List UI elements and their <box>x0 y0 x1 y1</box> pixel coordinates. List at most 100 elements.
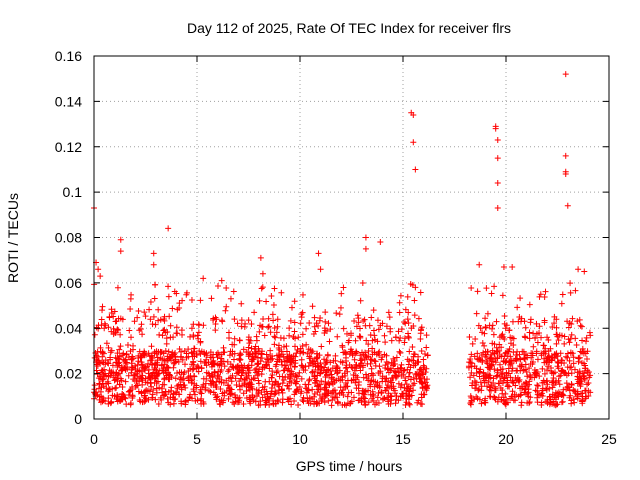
noise-point <box>563 380 570 387</box>
noise-point <box>405 333 412 340</box>
noise-point <box>488 290 495 297</box>
noise-point <box>112 318 119 325</box>
noise-point <box>218 367 225 374</box>
noise-point <box>157 316 164 323</box>
y-tick-label: 0.02 <box>55 366 82 382</box>
noise-point <box>582 350 589 357</box>
noise-point <box>522 355 529 362</box>
noise-point <box>561 359 568 366</box>
noise-point <box>558 300 565 307</box>
noise-point <box>252 343 259 350</box>
noise-point <box>280 367 287 374</box>
noise-point <box>543 386 550 393</box>
noise-point <box>310 358 317 365</box>
noise-point <box>328 378 335 385</box>
noise-point <box>149 321 156 328</box>
x-tick-label: 5 <box>193 431 201 447</box>
noise-point <box>165 293 172 300</box>
noise-point <box>494 372 501 379</box>
noise-point <box>129 393 136 400</box>
noise-point <box>560 392 567 399</box>
noise-point <box>545 337 552 344</box>
noise-point <box>513 391 520 398</box>
noise-point <box>336 311 343 318</box>
y-tick-label: 0.1 <box>63 184 83 200</box>
noise-point <box>339 401 346 408</box>
noise-point <box>536 373 543 380</box>
noise-point <box>380 395 387 402</box>
noise-point <box>553 316 560 323</box>
noise-point <box>344 330 351 337</box>
noise-point <box>225 382 232 389</box>
noise-point <box>96 381 103 388</box>
noise-point <box>248 356 255 363</box>
noise-point <box>254 360 261 367</box>
noise-point <box>99 349 106 356</box>
noise-point <box>357 325 364 332</box>
noise-point <box>423 387 430 394</box>
noise-point <box>491 350 498 357</box>
noise-point <box>506 358 513 365</box>
noise-point <box>405 373 412 380</box>
noise-point <box>230 288 237 295</box>
noise-point <box>231 316 238 323</box>
noise-point <box>422 384 429 391</box>
noise-point <box>534 394 541 401</box>
noise-point <box>382 365 389 371</box>
noise-point <box>151 295 158 302</box>
noise-point <box>361 398 368 405</box>
noise-point <box>312 380 319 387</box>
noise-point <box>161 381 168 388</box>
noise-point <box>524 390 531 397</box>
noise-point <box>291 363 298 370</box>
noise-point <box>418 348 425 354</box>
noise-point <box>539 385 546 392</box>
noise-point <box>264 356 271 363</box>
noise-point <box>147 316 154 323</box>
noise-point <box>368 357 375 364</box>
noise-point <box>237 375 244 382</box>
noise-point <box>568 363 575 370</box>
noise-point <box>406 369 413 376</box>
noise-point <box>549 324 556 331</box>
noise-point <box>507 340 514 347</box>
data-point <box>494 180 501 187</box>
noise-point <box>327 326 334 333</box>
noise-point <box>162 388 169 395</box>
noise-point <box>370 307 377 314</box>
noise-point <box>149 394 156 401</box>
noise-point <box>331 394 338 401</box>
noise-point <box>219 318 226 325</box>
noise-point <box>376 384 383 391</box>
noise-point <box>364 360 371 367</box>
noise-point <box>231 400 238 407</box>
noise-point <box>214 354 221 361</box>
noise-point <box>543 378 550 385</box>
noise-point <box>514 367 521 374</box>
noise-point <box>423 365 430 372</box>
noise-point <box>386 314 393 321</box>
noise-point <box>493 318 500 325</box>
noise-point <box>348 389 355 396</box>
noise-point <box>558 399 565 406</box>
noise-point <box>226 352 233 359</box>
noise-point <box>105 360 112 367</box>
noise-point <box>150 313 157 320</box>
noise-point <box>383 385 390 392</box>
noise-point <box>385 360 392 367</box>
noise-point <box>153 385 160 392</box>
noise-point <box>176 391 183 398</box>
noise-point <box>294 346 301 353</box>
noise-point <box>156 331 163 338</box>
noise-point <box>138 321 145 328</box>
noise-point <box>339 344 346 351</box>
noise-point <box>291 397 298 404</box>
noise-point <box>564 383 571 390</box>
noise-point <box>541 370 548 377</box>
noise-point <box>243 395 250 402</box>
noise-point <box>321 399 328 406</box>
noise-point <box>146 306 153 313</box>
noise-point <box>556 373 563 380</box>
noise-point <box>142 351 149 358</box>
noise-point <box>227 295 234 302</box>
